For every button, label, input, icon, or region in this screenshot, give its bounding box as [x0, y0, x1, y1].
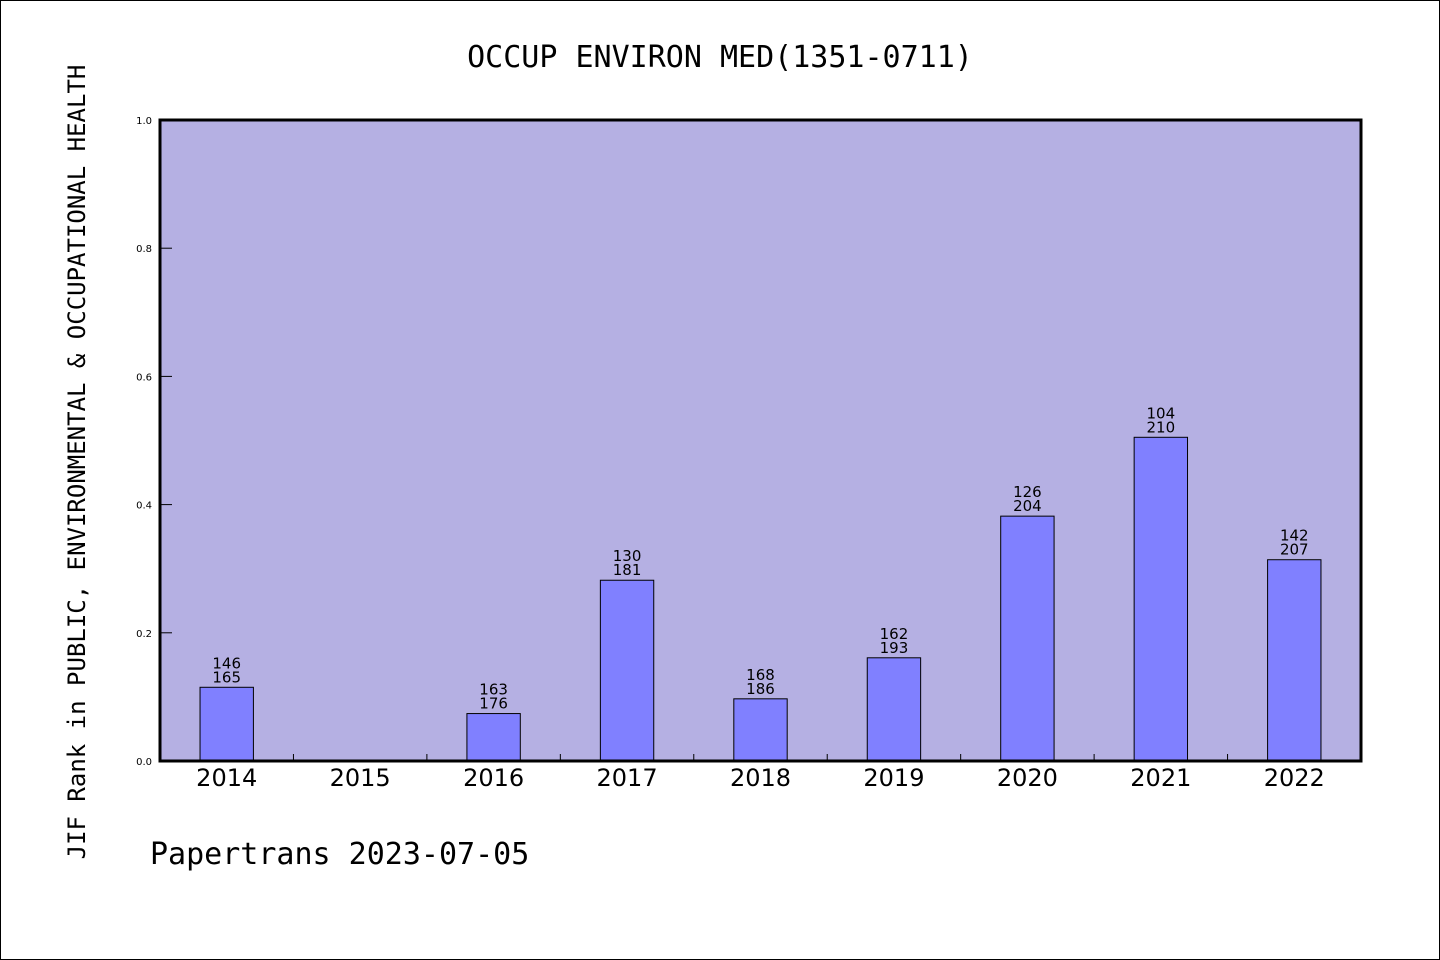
x-tick-label: 2020: [997, 764, 1058, 792]
bar-label-rank: 130: [613, 547, 642, 565]
bar-label-rank: 142: [1280, 527, 1309, 545]
bar-label-rank: 163: [479, 681, 508, 699]
bar-2020: [1000, 515, 1055, 762]
chart-title: OCCUP ENVIRON MED(1351-0711): [467, 40, 973, 75]
bar-labels: 1461651631761301811681861621931262041042…: [212, 404, 1308, 712]
y-axis: 0.0 0.2 0.4 0.6 0.8 1.0: [136, 116, 172, 768]
bar-label-total: 207: [1280, 541, 1309, 559]
bar-2019: [866, 657, 922, 762]
y-tick-label: 1.0: [136, 116, 152, 127]
bar-label-rank: 168: [746, 666, 775, 684]
bar-label-rank: 126: [1013, 483, 1042, 501]
y-tick-label: 0.2: [136, 629, 152, 640]
x-tick-label: 2016: [463, 764, 524, 792]
y-tick-label: 0.0: [136, 757, 152, 768]
bar-2022: [1267, 559, 1322, 762]
x-tick-label: 2019: [863, 764, 924, 792]
bar-2018: [733, 698, 788, 762]
bars: [199, 436, 1322, 762]
bar-label-rank: 162: [880, 625, 909, 643]
bar-2016: [466, 713, 521, 762]
x-tick-label: 2015: [330, 764, 391, 792]
bar-2017: [599, 579, 655, 762]
bar-label-total: 181: [613, 561, 642, 579]
bar-label-total: 176: [479, 695, 508, 713]
x-tick-label: 2014: [196, 764, 257, 792]
y-axis-label: JIF Rank in PUBLIC, ENVIRONMENTAL & OCCU…: [63, 65, 91, 860]
bar-label-rank: 104: [1147, 404, 1176, 422]
footer-credit: Papertrans 2023-07-05: [150, 837, 529, 872]
bar-label-total: 186: [746, 680, 775, 698]
x-tick-label: 2022: [1264, 764, 1325, 792]
plot-border: [158, 118, 1363, 763]
bar-label-rank: 146: [212, 654, 241, 672]
bar-label-total: 204: [1013, 497, 1042, 515]
bar-label-total: 210: [1147, 418, 1176, 436]
x-tick-label: 2017: [597, 764, 658, 792]
y-tick-label: 0.8: [136, 244, 152, 255]
bar-label-total: 165: [212, 668, 241, 686]
bar-2014: [199, 686, 254, 762]
x-tick-label: 2021: [1130, 764, 1191, 792]
x-tick-label: 2018: [730, 764, 791, 792]
bar-label-total: 193: [880, 639, 909, 657]
bar-2021: [1133, 436, 1189, 762]
x-axis: 2014 2015 2016 2017 2018 2019 2020 2021 2022: [196, 754, 1325, 792]
y-tick-label: 0.6: [136, 372, 152, 383]
y-tick-label: 0.4: [136, 501, 152, 512]
